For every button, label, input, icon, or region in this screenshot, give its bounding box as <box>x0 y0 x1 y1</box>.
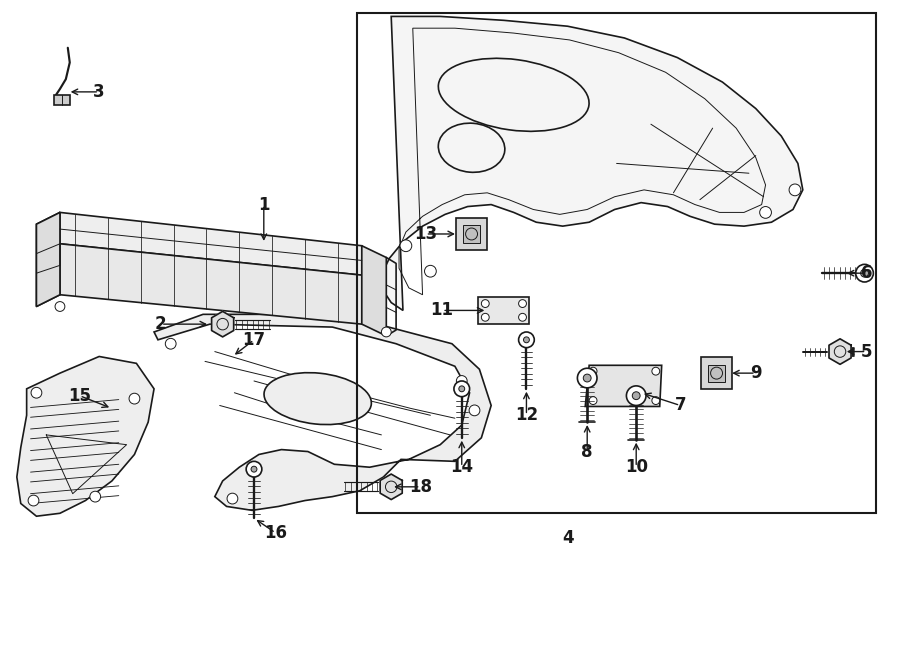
Bar <box>357 13 877 513</box>
Polygon shape <box>362 246 386 336</box>
Circle shape <box>456 375 467 387</box>
Circle shape <box>382 327 392 337</box>
Text: 11: 11 <box>431 301 454 320</box>
Polygon shape <box>54 95 70 105</box>
Text: 10: 10 <box>625 458 648 476</box>
Polygon shape <box>463 225 481 242</box>
Polygon shape <box>701 357 733 389</box>
Text: 3: 3 <box>94 83 105 101</box>
Circle shape <box>652 397 660 404</box>
Ellipse shape <box>264 373 372 424</box>
Circle shape <box>31 387 41 398</box>
Circle shape <box>385 481 397 493</box>
Polygon shape <box>829 339 851 364</box>
Polygon shape <box>479 297 529 324</box>
Ellipse shape <box>438 123 505 172</box>
Circle shape <box>247 461 262 477</box>
Circle shape <box>28 495 39 506</box>
Polygon shape <box>585 365 662 406</box>
Circle shape <box>518 300 526 307</box>
Text: 18: 18 <box>410 478 432 496</box>
Circle shape <box>711 367 723 379</box>
Text: 7: 7 <box>674 397 686 414</box>
Text: 17: 17 <box>242 331 266 349</box>
Circle shape <box>459 386 464 392</box>
Text: 4: 4 <box>562 529 573 547</box>
Circle shape <box>129 393 140 404</box>
Circle shape <box>789 184 801 196</box>
Circle shape <box>590 367 597 375</box>
Circle shape <box>166 338 176 349</box>
Circle shape <box>518 313 526 321</box>
Polygon shape <box>17 356 154 516</box>
Circle shape <box>856 264 873 282</box>
Text: 16: 16 <box>264 524 287 542</box>
Circle shape <box>518 332 535 348</box>
Polygon shape <box>154 314 491 510</box>
Circle shape <box>465 228 478 240</box>
Circle shape <box>251 466 256 472</box>
Text: 15: 15 <box>68 387 91 404</box>
Circle shape <box>482 313 490 321</box>
Circle shape <box>583 374 591 382</box>
Circle shape <box>860 269 868 277</box>
Polygon shape <box>380 474 402 500</box>
Circle shape <box>227 493 238 504</box>
Circle shape <box>760 207 771 218</box>
Circle shape <box>482 300 490 307</box>
Text: 1: 1 <box>258 195 270 214</box>
Polygon shape <box>60 244 362 324</box>
Circle shape <box>90 491 101 502</box>
Circle shape <box>633 392 640 400</box>
Circle shape <box>834 346 846 357</box>
Text: 8: 8 <box>581 442 593 461</box>
Polygon shape <box>456 218 487 250</box>
Circle shape <box>454 381 470 397</box>
Circle shape <box>652 367 660 375</box>
Circle shape <box>524 337 529 343</box>
Text: 9: 9 <box>750 364 761 382</box>
Text: 6: 6 <box>860 264 872 282</box>
Polygon shape <box>36 213 60 307</box>
Polygon shape <box>382 17 803 310</box>
Ellipse shape <box>438 58 590 131</box>
Polygon shape <box>60 213 362 275</box>
Polygon shape <box>212 311 234 337</box>
Circle shape <box>590 397 597 404</box>
Circle shape <box>469 405 480 416</box>
Circle shape <box>217 318 229 330</box>
Polygon shape <box>708 365 725 382</box>
Circle shape <box>626 386 646 406</box>
Circle shape <box>425 265 436 277</box>
Circle shape <box>55 302 65 311</box>
Text: 5: 5 <box>860 342 872 361</box>
Circle shape <box>400 240 412 252</box>
Text: 2: 2 <box>155 315 166 333</box>
Text: 14: 14 <box>450 458 473 476</box>
Text: 12: 12 <box>515 406 538 424</box>
Text: 13: 13 <box>414 225 437 243</box>
Circle shape <box>578 368 597 388</box>
